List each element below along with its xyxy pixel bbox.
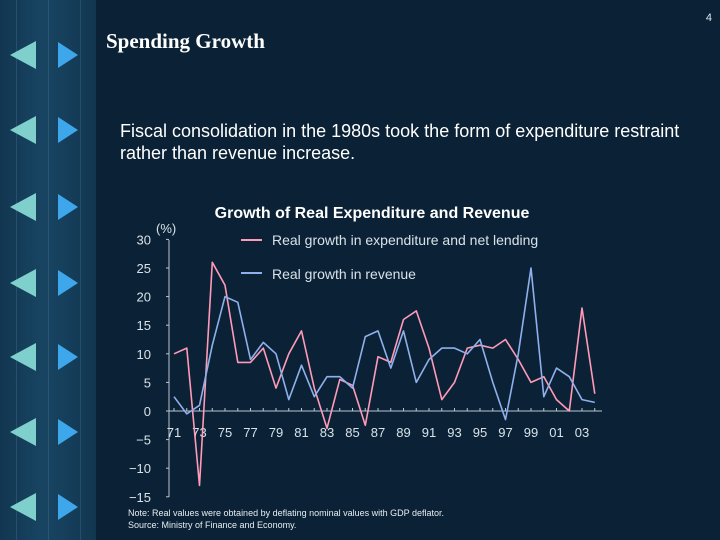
y-ticks: 30 25 20 15 10 5 0 −5 −10 −15 xyxy=(129,232,169,505)
x-tick-label: 97 xyxy=(498,425,512,440)
legend-label-expenditure: Real growth in expenditure and net lendi… xyxy=(272,232,538,248)
x-tick-label: 03 xyxy=(575,425,589,440)
x-tick-label: 85 xyxy=(345,425,359,440)
chart-note: Note: Real values were obtained by defla… xyxy=(128,508,444,518)
x-tick-label: 01 xyxy=(549,425,563,440)
series-line-expenditure xyxy=(173,261,596,487)
x-tick-label: 93 xyxy=(447,425,461,440)
series-line-revenue xyxy=(173,267,595,421)
triangle-left-icon xyxy=(10,493,36,521)
x-tick-label: 71 xyxy=(167,425,181,440)
triangle-left-icon xyxy=(10,41,36,69)
y-axis-label: (%) xyxy=(156,221,176,236)
x-tick-label: 81 xyxy=(294,425,308,440)
triangle-left-icon xyxy=(10,269,36,297)
x-ticks: 71 73 75 77 79 81 83 85 87 89 91 93 95 97 99 01 03 xyxy=(167,408,596,440)
chart-title: Growth of Real Expenditure and Revenue xyxy=(215,205,530,222)
triangle-left-icon xyxy=(10,418,36,446)
x-tick-label: 99 xyxy=(524,425,538,440)
triangle-right-icon xyxy=(58,270,78,296)
triangle-right-icon xyxy=(58,494,78,520)
triangle-right-icon xyxy=(58,419,78,445)
page-number: 4 xyxy=(705,12,712,24)
x-tick-label: 75 xyxy=(218,425,232,440)
triangle-left-icon xyxy=(10,193,36,221)
chart-source: Source: Ministry of Finance and Economy. xyxy=(128,520,296,530)
body-text: Fiscal consolidation in the 1980s took t… xyxy=(120,121,680,163)
y-tick-label: 10 xyxy=(137,347,151,362)
x-tick-label: 89 xyxy=(396,425,410,440)
triangle-right-icon xyxy=(58,194,78,220)
x-tick-label: 77 xyxy=(243,425,257,440)
y-tick-label: 25 xyxy=(137,261,151,276)
triangle-right-icon xyxy=(58,117,78,143)
x-tick-label: 95 xyxy=(473,425,487,440)
legend-label-revenue: Real growth in revenue xyxy=(272,266,416,282)
triangle-right-icon xyxy=(58,344,78,370)
x-tick-label: 87 xyxy=(371,425,385,440)
x-tick-label: 83 xyxy=(320,425,334,440)
y-tick-label: −15 xyxy=(129,490,151,505)
y-tick-label: −5 xyxy=(136,433,151,448)
x-tick-label: 91 xyxy=(422,425,436,440)
series-lines xyxy=(173,261,596,487)
x-tick-label: 79 xyxy=(269,425,283,440)
y-tick-label: 0 xyxy=(144,404,151,419)
strip-line xyxy=(48,0,49,540)
y-tick-label: 20 xyxy=(137,290,151,305)
triangle-right-icon xyxy=(58,42,78,68)
triangle-left-icon xyxy=(10,343,36,371)
triangle-left-icon xyxy=(10,116,36,144)
y-tick-label: 5 xyxy=(144,375,151,390)
strip-line xyxy=(80,0,81,540)
y-tick-label: 15 xyxy=(137,318,151,333)
y-tick-label: −10 xyxy=(129,461,151,476)
y-tick-label: 30 xyxy=(137,232,151,247)
slide-title: Spending Growth xyxy=(106,29,265,53)
